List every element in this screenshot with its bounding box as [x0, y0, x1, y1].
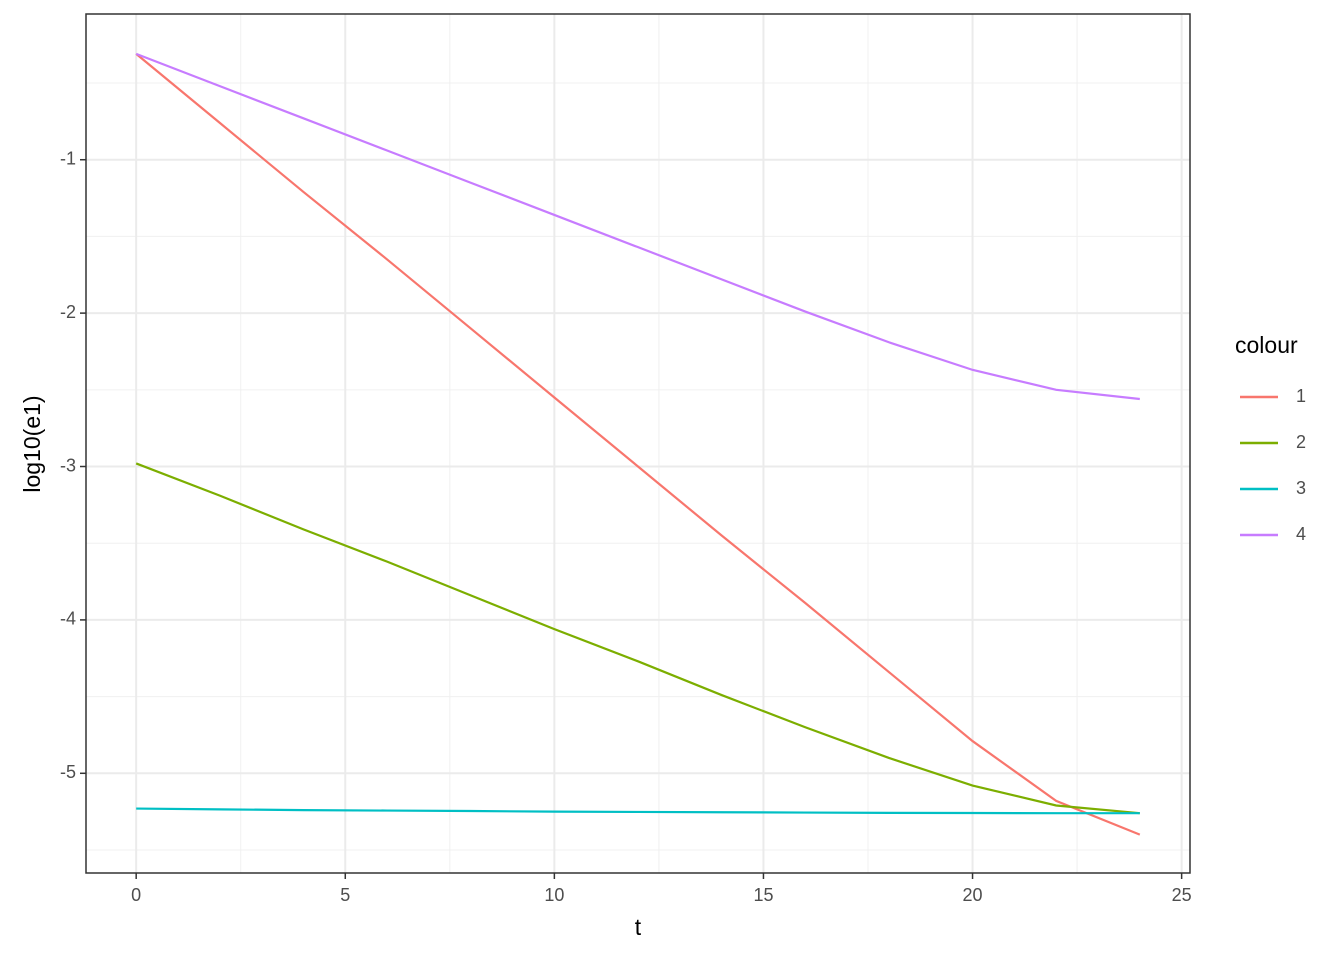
y-tick-label: -4: [60, 609, 76, 629]
x-tick-label: 25: [1172, 885, 1192, 905]
line-series: [136, 807, 1140, 815]
legend-label: 2: [1296, 432, 1306, 452]
line-series: [135, 53, 1141, 836]
x-tick-label: 10: [544, 885, 564, 905]
y-tick-label: -1: [60, 148, 76, 168]
legend-label: 4: [1296, 524, 1306, 544]
x-tick-label: 0: [131, 885, 141, 905]
line-series: [135, 52, 1140, 401]
legend-label: 1: [1296, 386, 1306, 406]
y-tick-label: -5: [60, 762, 76, 782]
line-series: [135, 462, 1140, 815]
x-tick-label: 20: [963, 885, 983, 905]
legend-title: colour: [1235, 332, 1298, 358]
panel-border: [85, 13, 1191, 874]
x-tick-label: 5: [340, 885, 350, 905]
x-axis-title: t: [635, 914, 642, 940]
y-tick-label: -3: [60, 455, 76, 475]
panel: [86, 14, 1190, 873]
y-axis-title: log10(e1): [19, 395, 45, 492]
y-tick-label: -2: [60, 302, 76, 322]
legend-label: 3: [1296, 478, 1306, 498]
x-tick-label: 15: [753, 885, 773, 905]
